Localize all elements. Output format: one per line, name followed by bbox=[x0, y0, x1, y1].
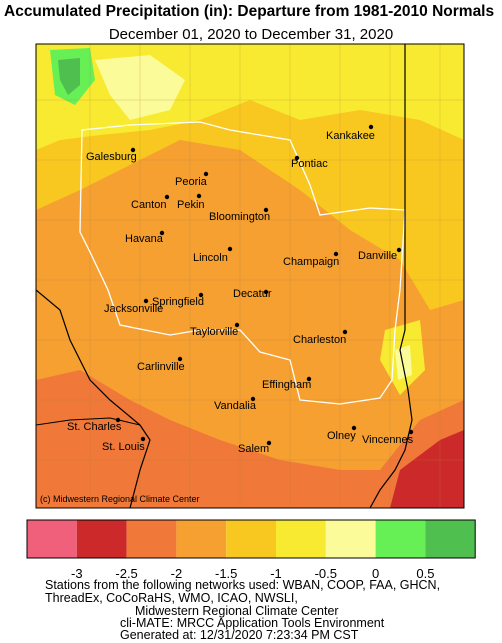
city-dot bbox=[294, 155, 300, 161]
city-dot bbox=[177, 356, 183, 362]
city-dot bbox=[351, 425, 357, 431]
legend-swatch bbox=[176, 520, 227, 558]
city-dot bbox=[342, 329, 348, 335]
city-dot bbox=[130, 147, 136, 153]
city-dot bbox=[227, 246, 233, 252]
city-label: Galesburg bbox=[86, 151, 137, 163]
city-dot bbox=[306, 376, 312, 382]
legend-swatch bbox=[27, 520, 77, 558]
city-label: Danville bbox=[358, 250, 397, 262]
city-label: Vandalia bbox=[214, 400, 257, 412]
legend-tick-label: -1 bbox=[270, 566, 282, 581]
legend-swatch bbox=[226, 520, 276, 558]
legend-tick-label: -1.5 bbox=[215, 566, 237, 581]
city-label: St. Louis bbox=[102, 441, 145, 453]
legend-tick-label: -2 bbox=[171, 566, 183, 581]
city-label: Olney bbox=[327, 430, 356, 442]
footer-line: Stations from the following networks use… bbox=[45, 578, 440, 592]
city-label: Springfield bbox=[152, 296, 204, 308]
city-dot bbox=[396, 247, 402, 253]
legend-swatch bbox=[325, 520, 376, 558]
city-dot bbox=[263, 289, 269, 295]
legend-frame bbox=[26, 519, 476, 559]
city-dot bbox=[140, 436, 146, 442]
city-label: Effingham bbox=[262, 379, 311, 391]
footer: Stations from the following networks use… bbox=[45, 578, 440, 642]
footer-line: cli-MATE: MRCC Application Tools Environ… bbox=[120, 616, 385, 630]
legend-tick-label: -2.5 bbox=[115, 566, 137, 581]
city-label: Kankakee bbox=[326, 130, 375, 142]
city-dot bbox=[164, 194, 170, 200]
city-dot bbox=[196, 193, 202, 199]
map: (c) Midwestern Regional Climate Center K… bbox=[35, 43, 465, 509]
city-label: Champaign bbox=[283, 256, 339, 268]
city-dot bbox=[408, 429, 414, 435]
city-dot bbox=[143, 298, 149, 304]
title: Accumulated Precipitation (in): Departur… bbox=[4, 3, 494, 20]
legend-tick-label: 0 bbox=[372, 566, 379, 581]
legend-swatch bbox=[425, 520, 476, 558]
city-label: Salem bbox=[238, 443, 269, 455]
city-dot bbox=[198, 292, 204, 298]
city-dot bbox=[159, 230, 165, 236]
city-label: Pontiac bbox=[291, 158, 328, 170]
city-label: Jacksonville bbox=[104, 303, 163, 315]
city-dot bbox=[115, 417, 121, 423]
city-label: Canton bbox=[131, 199, 166, 211]
legend-tick-label: 0.5 bbox=[416, 566, 434, 581]
city-label: Havana bbox=[125, 233, 164, 245]
city-dot bbox=[266, 440, 272, 446]
city-label: Peoria bbox=[175, 176, 208, 188]
city-label: Vincennes bbox=[362, 434, 414, 446]
city-dot bbox=[250, 396, 256, 402]
footer-line: ThreadEx, CoCoRaHS, WMO, ICAO, NWSLI, bbox=[45, 591, 298, 605]
legend-swatch bbox=[126, 520, 177, 558]
city-label: Decatur bbox=[233, 288, 272, 300]
city-label: Carlinville bbox=[137, 361, 185, 373]
legend-swatch bbox=[276, 520, 326, 558]
city-dot bbox=[333, 251, 339, 257]
legend-swatch bbox=[76, 520, 127, 558]
city-label: St. Charles bbox=[67, 421, 122, 433]
city-label: Charleston bbox=[293, 334, 346, 346]
legend-swatch bbox=[375, 520, 426, 558]
footer-line: Midwestern Regional Climate Center bbox=[135, 604, 339, 618]
credit: (c) Midwestern Regional Climate Center bbox=[40, 494, 200, 504]
footer-line: Generated at: 12/31/2020 7:23:34 PM CST bbox=[120, 628, 359, 642]
legend-tick-label: -3 bbox=[71, 566, 83, 581]
city-dot bbox=[203, 171, 209, 177]
subtitle: December 01, 2020 to December 31, 2020 bbox=[109, 26, 393, 43]
legend: -3 -2.5 -2 -1.5 -1 -0.5 0 0.5 bbox=[26, 519, 476, 581]
city-label: Lincoln bbox=[193, 252, 228, 264]
legend-tick-label: -0.5 bbox=[315, 566, 337, 581]
city-dot bbox=[368, 124, 374, 130]
city-dot bbox=[263, 207, 269, 213]
city-label: Pekin bbox=[177, 199, 205, 211]
city-label: Bloomington bbox=[209, 211, 270, 223]
city-dot bbox=[234, 322, 240, 328]
city-label: Taylorville bbox=[190, 326, 238, 338]
